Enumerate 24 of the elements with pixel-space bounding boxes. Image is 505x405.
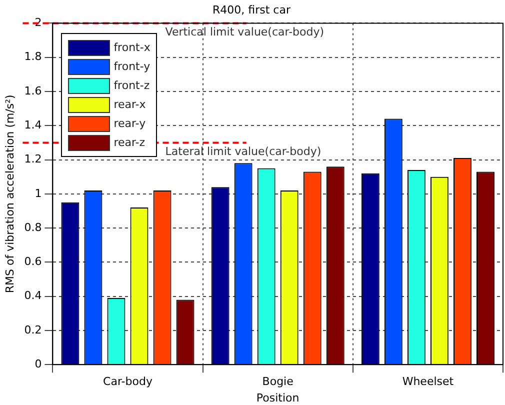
- legend-label: rear-y: [114, 117, 146, 130]
- y-tick-label: 0: [34, 357, 42, 370]
- y-tick-label: 1.4: [24, 118, 42, 132]
- legend-label: front-x: [114, 41, 150, 54]
- legend-label: front-y: [114, 60, 150, 74]
- y-tick-label: 0.6: [24, 255, 42, 268]
- y-tick-label: 0.4: [24, 289, 42, 302]
- legend-label: front-z: [114, 79, 150, 92]
- ref-line-label: Lateral limit value(car-body): [165, 145, 322, 158]
- legend-label: rear-z: [114, 136, 146, 150]
- chart-title: R400, first car: [212, 3, 291, 16]
- x-axis-title: Position: [256, 391, 300, 404]
- y-tick-label: 1.2: [24, 152, 42, 166]
- y-tick-label: 1.6: [24, 84, 42, 98]
- y-tick-label: 1: [34, 186, 42, 200]
- x-tick-label: Wheelset: [402, 375, 454, 388]
- y-tick-label: 1.8: [24, 50, 42, 64]
- y-tick-label: 0.8: [24, 220, 42, 234]
- x-tick-label: Bogie: [262, 375, 294, 388]
- ref-line-label: Vertical limit value(car-body): [165, 26, 324, 39]
- legend-label: rear-x: [114, 98, 146, 112]
- y-tick-label: 0.2: [24, 323, 42, 336]
- x-tick-label: Car-body: [103, 375, 153, 388]
- y-axis-title: RMS of vibration acceleration (m/s²): [3, 94, 16, 294]
